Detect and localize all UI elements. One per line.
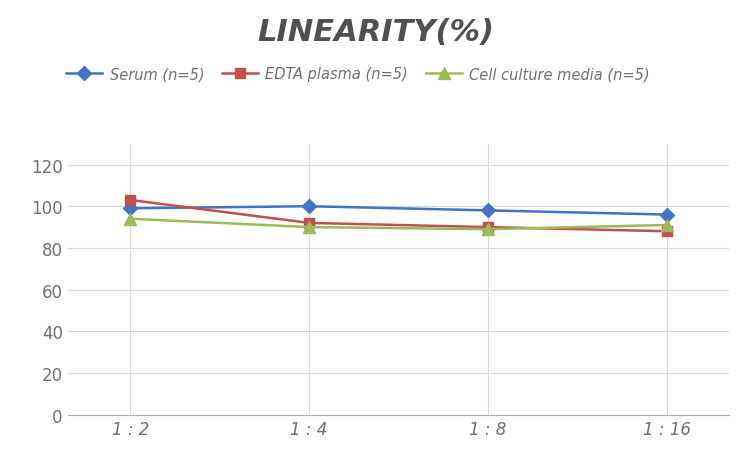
EDTA plasma (n=5) [305, 221, 314, 226]
Line: EDTA plasma (n=5): EDTA plasma (n=5) [126, 196, 672, 237]
Cell culture media (n=5) [126, 216, 135, 222]
Serum (n=5) [484, 208, 493, 214]
EDTA plasma (n=5) [663, 229, 672, 235]
Cell culture media (n=5) [663, 223, 672, 228]
Serum (n=5) [663, 212, 672, 218]
Line: Serum (n=5): Serum (n=5) [126, 202, 672, 220]
Cell culture media (n=5) [305, 225, 314, 230]
Cell culture media (n=5) [484, 227, 493, 232]
Legend: Serum (n=5), EDTA plasma (n=5), Cell culture media (n=5): Serum (n=5), EDTA plasma (n=5), Cell cul… [60, 61, 656, 88]
EDTA plasma (n=5) [126, 198, 135, 203]
Text: LINEARITY(%): LINEARITY(%) [257, 18, 495, 47]
EDTA plasma (n=5) [484, 225, 493, 230]
Line: Cell culture media (n=5): Cell culture media (n=5) [125, 214, 672, 235]
Serum (n=5) [126, 206, 135, 212]
Serum (n=5) [305, 204, 314, 209]
